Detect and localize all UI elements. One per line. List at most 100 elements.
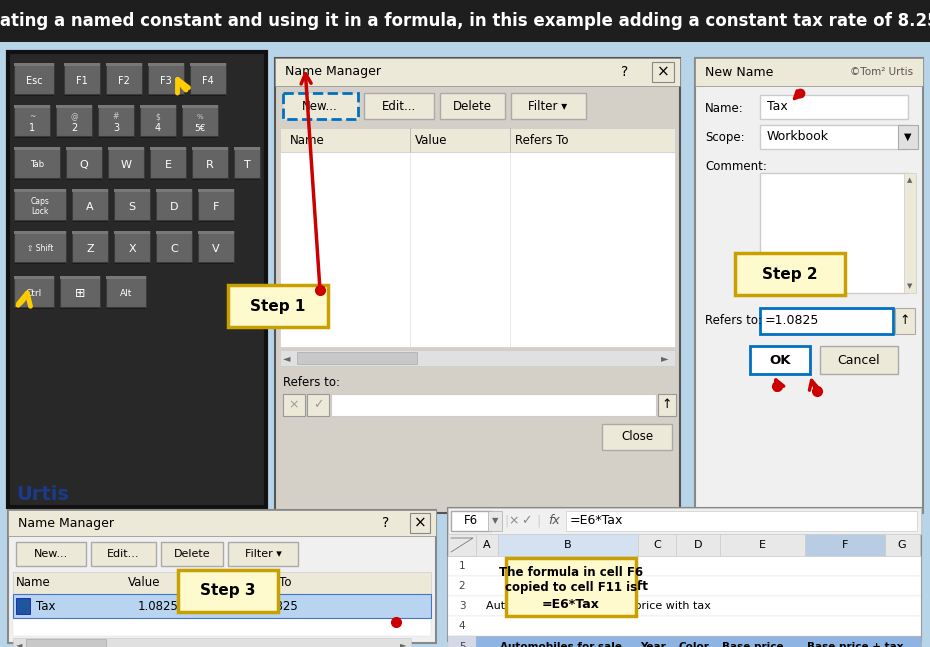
Bar xyxy=(283,93,358,119)
Bar xyxy=(448,636,476,647)
Bar xyxy=(280,128,675,152)
Bar xyxy=(448,508,921,534)
Text: Refers To: Refers To xyxy=(238,576,291,589)
Bar xyxy=(106,276,146,307)
Bar xyxy=(156,231,192,234)
Bar xyxy=(72,231,108,234)
Text: F1: F1 xyxy=(76,76,87,85)
Bar xyxy=(488,511,502,531)
Text: =1.0825: =1.0825 xyxy=(248,600,299,613)
Bar xyxy=(114,189,150,192)
Text: F2: F2 xyxy=(118,76,130,85)
Text: Edit...: Edit... xyxy=(382,100,416,113)
Bar xyxy=(760,308,893,334)
Text: 2: 2 xyxy=(71,124,77,133)
Bar xyxy=(114,189,150,220)
Bar xyxy=(64,63,100,66)
Text: A: A xyxy=(86,202,94,212)
Text: ►: ► xyxy=(660,353,668,363)
Text: S: S xyxy=(128,202,136,212)
Text: ?: ? xyxy=(621,65,629,79)
Bar xyxy=(234,147,260,178)
Text: Value: Value xyxy=(128,576,161,589)
Bar xyxy=(234,147,260,150)
Bar xyxy=(190,63,226,66)
Bar xyxy=(14,148,60,180)
Bar xyxy=(14,147,60,150)
Text: Step 3: Step 3 xyxy=(200,584,256,598)
Bar xyxy=(652,62,674,82)
Text: 1: 1 xyxy=(29,124,35,133)
Bar xyxy=(64,63,100,94)
Text: Step 2: Step 2 xyxy=(763,267,817,281)
Bar xyxy=(476,534,498,556)
Bar xyxy=(190,63,226,94)
Text: F: F xyxy=(213,202,219,212)
Text: V: V xyxy=(212,244,219,254)
Bar xyxy=(750,346,810,374)
Text: ~: ~ xyxy=(29,113,35,122)
Text: 3: 3 xyxy=(113,124,119,133)
Bar xyxy=(14,64,54,96)
Text: ×: × xyxy=(657,65,670,80)
Text: ↑: ↑ xyxy=(662,399,672,411)
Bar xyxy=(280,152,675,347)
Bar xyxy=(198,190,234,222)
Text: Esc: Esc xyxy=(26,76,42,85)
Bar xyxy=(114,232,150,264)
Bar xyxy=(60,276,100,307)
Bar xyxy=(275,58,680,86)
Bar xyxy=(150,147,186,150)
Bar xyxy=(307,394,329,416)
Text: ×: × xyxy=(414,516,426,531)
Bar xyxy=(275,58,680,513)
Bar xyxy=(448,576,921,596)
Bar xyxy=(140,106,176,138)
Bar xyxy=(8,510,436,643)
Bar xyxy=(451,511,491,531)
Bar xyxy=(64,64,100,96)
Bar xyxy=(182,105,218,108)
Text: Automobile inventory and price with tax: Automobile inventory and price with tax xyxy=(485,601,711,611)
Text: Refers to:: Refers to: xyxy=(705,314,762,327)
Text: Close: Close xyxy=(621,430,653,443)
Text: ©Tom² Urtis: ©Tom² Urtis xyxy=(850,67,913,77)
Text: Delete: Delete xyxy=(453,100,491,113)
Text: ✓: ✓ xyxy=(312,399,324,411)
Text: 4: 4 xyxy=(458,621,465,631)
Bar xyxy=(156,231,192,262)
Text: ▲: ▲ xyxy=(908,177,912,183)
Bar xyxy=(98,105,134,108)
Bar xyxy=(14,276,54,307)
Bar xyxy=(72,189,108,220)
Bar xyxy=(156,189,192,220)
Bar xyxy=(410,513,430,533)
Text: A: A xyxy=(484,540,491,550)
Bar xyxy=(16,542,86,566)
Text: Base price: Base price xyxy=(722,642,784,647)
Text: 1.0825: 1.0825 xyxy=(138,600,179,613)
Text: Tax: Tax xyxy=(36,600,56,613)
Text: Filter ▾: Filter ▾ xyxy=(245,549,282,559)
Bar xyxy=(13,594,431,618)
Bar xyxy=(106,277,146,309)
Text: ×: × xyxy=(288,399,299,411)
Bar xyxy=(14,105,50,108)
Bar xyxy=(0,0,930,42)
Bar xyxy=(297,352,417,364)
Bar xyxy=(72,231,108,262)
Bar xyxy=(156,189,192,192)
Text: Z: Z xyxy=(86,244,94,254)
Bar xyxy=(56,105,92,136)
Text: Step 1: Step 1 xyxy=(250,298,306,314)
Bar xyxy=(14,106,50,138)
Text: |: | xyxy=(536,514,540,527)
Bar xyxy=(228,542,298,566)
Bar xyxy=(14,63,54,94)
Text: Name Manager: Name Manager xyxy=(18,516,114,529)
Bar xyxy=(106,64,142,96)
Bar xyxy=(448,596,921,616)
Text: New Name: New Name xyxy=(705,65,774,78)
Bar xyxy=(161,542,223,566)
Bar xyxy=(198,231,234,234)
